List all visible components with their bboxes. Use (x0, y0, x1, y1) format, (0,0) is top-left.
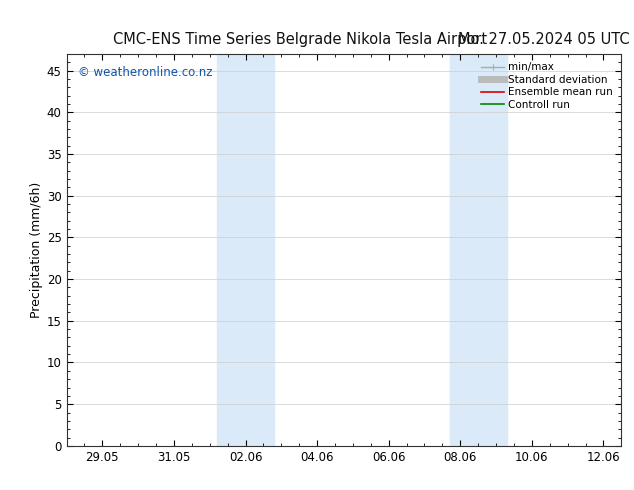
Text: Mo. 27.05.2024 05 UTC: Mo. 27.05.2024 05 UTC (458, 31, 630, 47)
Legend: min/max, Standard deviation, Ensemble mean run, Controll run: min/max, Standard deviation, Ensemble me… (478, 59, 616, 113)
Bar (217, 54, 274, 446)
Text: CMC-ENS Time Series Belgrade Nikola Tesla Airport: CMC-ENS Time Series Belgrade Nikola Tesl… (112, 31, 487, 47)
Y-axis label: Precipitation (mm/6h): Precipitation (mm/6h) (30, 182, 42, 318)
Text: © weatheronline.co.nz: © weatheronline.co.nz (77, 66, 212, 79)
Bar (450, 54, 507, 446)
